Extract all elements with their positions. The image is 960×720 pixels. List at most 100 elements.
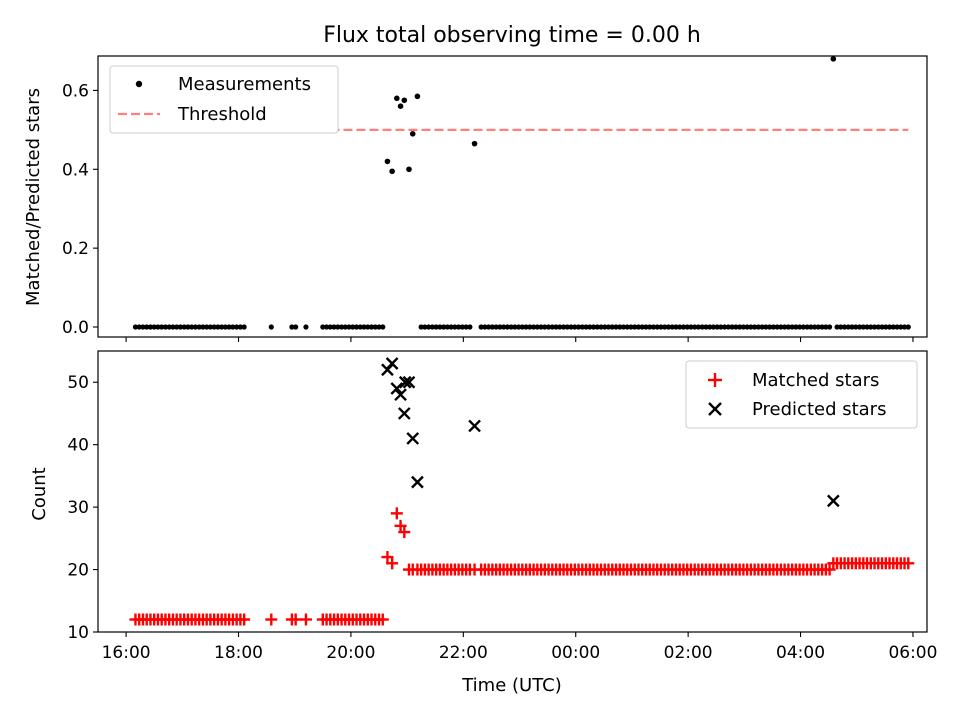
- measurement-point: [729, 324, 735, 330]
- measurement-point: [215, 324, 221, 330]
- measurement-point: [755, 324, 761, 330]
- measurement-point: [338, 324, 345, 330]
- measurement-point: [372, 324, 378, 330]
- measurement-point: [389, 168, 395, 175]
- measurement-point: [665, 324, 672, 330]
- measurement-point: [598, 324, 604, 330]
- measurement-point: [782, 324, 788, 330]
- measurement-point: [710, 324, 717, 330]
- predicted-point: [385, 357, 399, 370]
- bottom-y-tick-label: 30: [67, 498, 89, 518]
- measurement-point: [323, 324, 330, 330]
- measurement-point: [699, 324, 705, 330]
- matched-point: [394, 519, 407, 532]
- measurement-point: [293, 324, 299, 330]
- top-y-tick-label: 0.4: [62, 160, 89, 180]
- measurement-point: [770, 324, 776, 330]
- measurement-point: [409, 131, 416, 137]
- legend-threshold-label: Threshold: [177, 104, 267, 125]
- measurement-point: [560, 324, 567, 330]
- measurement-point: [237, 324, 243, 330]
- measurement-point: [797, 324, 803, 330]
- measurement-point: [353, 324, 360, 330]
- measurement-point: [234, 324, 240, 330]
- x-tick-label: 22:00: [439, 643, 488, 663]
- top-y-ticks: 0.0 0.2 0.4 0.6: [62, 81, 98, 338]
- measurement-point: [849, 324, 855, 330]
- legend-measurements-label: Measurements: [178, 74, 311, 95]
- top-x-ticks: [125, 337, 914, 342]
- measurement-point: [658, 324, 664, 330]
- measurement-point: [365, 324, 371, 330]
- measurement-point: [397, 103, 404, 109]
- measurement-point: [549, 324, 555, 330]
- legend-measurements-marker: [135, 80, 143, 88]
- top-panel: 0.0 0.2 0.4 0.6 Matched/Predicted stars Mea…: [23, 55, 928, 342]
- measurement-point: [602, 324, 608, 330]
- measurement-point: [444, 324, 450, 330]
- measurement-point: [151, 324, 157, 330]
- measurement-point: [418, 324, 424, 330]
- matched-point: [390, 507, 403, 520]
- measurement-point: [170, 324, 176, 330]
- measurement-point: [748, 324, 754, 330]
- measurement-point: [401, 97, 408, 104]
- top-marks: [132, 56, 911, 330]
- measurement-point: [384, 158, 391, 165]
- bottom-panel: 10 20 30 40 50 16:00 18:00 20:00 22:00 00:00 02:0…: [29, 350, 937, 696]
- measurement-point: [346, 324, 352, 330]
- measurement-point: [654, 324, 660, 330]
- matched-point: [238, 613, 251, 626]
- measurement-point: [380, 324, 386, 330]
- measurement-point: [594, 324, 600, 330]
- measurement-point: [579, 324, 585, 330]
- measurement-point: [320, 324, 326, 330]
- measurement-point: [327, 324, 333, 330]
- bottom-legend: Matched stars Predicted stars: [685, 360, 918, 429]
- bottom-y-tick-label: 10: [67, 623, 89, 643]
- measurement-point: [204, 324, 210, 330]
- measurement-point: [628, 324, 634, 330]
- matched-point: [398, 526, 411, 539]
- measurement-point: [680, 324, 687, 330]
- measurement-point: [437, 324, 443, 330]
- legend-predicted-marker: [708, 402, 722, 416]
- matched-point: [376, 613, 389, 626]
- measurement-point: [478, 324, 484, 330]
- measurement-point: [823, 324, 829, 330]
- predicted-point: [397, 407, 411, 420]
- measurement-point: [572, 324, 578, 330]
- measurement-point: [800, 324, 806, 330]
- measurement-point: [211, 324, 217, 330]
- x-axis-label: Time (UTC): [461, 675, 562, 696]
- measurement-point: [144, 324, 150, 330]
- bottom-y-tick-label: 50: [67, 373, 89, 393]
- measurement-point: [860, 324, 866, 330]
- measurement-point: [192, 324, 199, 330]
- measurement-point: [879, 324, 885, 330]
- measurement-point: [489, 324, 495, 330]
- measurement-point: [452, 324, 458, 330]
- measurement-point: [830, 56, 837, 62]
- measurement-point: [826, 324, 833, 330]
- measurement-point: [155, 324, 161, 330]
- x-tick-label: 04:00: [776, 643, 825, 663]
- measurement-point: [901, 324, 908, 330]
- measurement-point: [898, 324, 904, 330]
- measurement-point: [219, 324, 225, 330]
- predicted-point: [402, 375, 416, 389]
- bottom-y-tick-label: 40: [67, 436, 89, 456]
- x-tick-label: 20:00: [326, 643, 375, 663]
- measurement-point: [620, 324, 627, 330]
- measurement-point: [226, 324, 232, 330]
- measurement-point: [159, 324, 165, 330]
- measurement-point: [189, 324, 195, 330]
- measurement-point: [414, 93, 421, 100]
- measurement-point: [695, 324, 702, 330]
- measurement-point: [174, 324, 180, 330]
- measurement-point: [834, 324, 840, 330]
- measurement-point: [406, 166, 412, 173]
- matched-point: [265, 613, 278, 626]
- measurement-point: [662, 324, 668, 330]
